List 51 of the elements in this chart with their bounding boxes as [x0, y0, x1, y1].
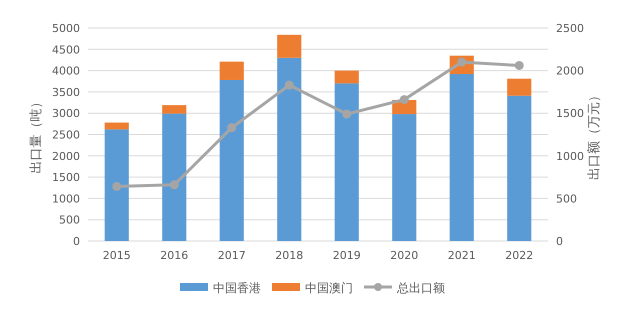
y2-tick-label: 2000	[556, 64, 584, 78]
y-tick-label: 0	[73, 235, 80, 248]
bar	[392, 114, 416, 241]
point	[400, 95, 409, 104]
bar	[507, 78, 532, 96]
bar	[220, 62, 244, 80]
x-tick-label: 2020	[390, 249, 418, 262]
point	[342, 110, 352, 119]
y-tick-label: 3000	[52, 107, 80, 120]
y-tick-label: 4000	[52, 64, 80, 78]
bar	[162, 105, 186, 114]
bar	[277, 34, 302, 58]
x-tick-label: 2022	[505, 249, 534, 262]
bar	[162, 114, 186, 241]
y2-tick-label: 1500	[556, 107, 584, 120]
x-tick-label: 2016	[160, 249, 188, 262]
y-tick-label: 2000	[52, 150, 80, 163]
y2-axis-title: 出口额（万元）	[587, 89, 602, 180]
legend-label: 中国香港	[213, 281, 261, 295]
y-tick-label: 1500	[52, 171, 80, 184]
legend-label: 总出口额	[396, 281, 445, 295]
bar	[277, 58, 302, 241]
x-tick-label: 2015	[102, 249, 131, 262]
x-tick-label: 2017	[218, 249, 246, 262]
point	[112, 182, 122, 191]
y-tick-label: 2500	[52, 128, 80, 142]
y-tick-label: 1000	[52, 192, 80, 206]
y2-tick-label: 2500	[556, 22, 584, 35]
bar	[450, 74, 474, 241]
bar	[104, 122, 129, 130]
bar	[334, 83, 359, 241]
legend-label: 中国澳门	[305, 281, 353, 295]
y-tick-label: 5000	[52, 22, 80, 35]
x-tick-label: 2018	[275, 249, 304, 262]
point	[514, 60, 524, 70]
point	[170, 180, 179, 190]
bar	[507, 96, 532, 241]
y2-tick-label: 0	[556, 235, 563, 248]
bar	[334, 70, 359, 84]
y-tick-label: 500	[59, 214, 80, 227]
y2-tick-label: 500	[556, 192, 577, 206]
y2-tick-label: 1000	[556, 150, 584, 163]
y-tick-label: 4500	[52, 43, 80, 56]
point	[284, 80, 294, 90]
bar	[220, 80, 244, 241]
x-tick-label: 2019	[332, 249, 361, 262]
y-tick-label: 3500	[52, 86, 80, 99]
bar	[104, 129, 129, 241]
x-tick-label: 2021	[448, 249, 476, 262]
point	[227, 123, 236, 132]
y-axis-title: 出口量（吨）	[29, 96, 44, 174]
